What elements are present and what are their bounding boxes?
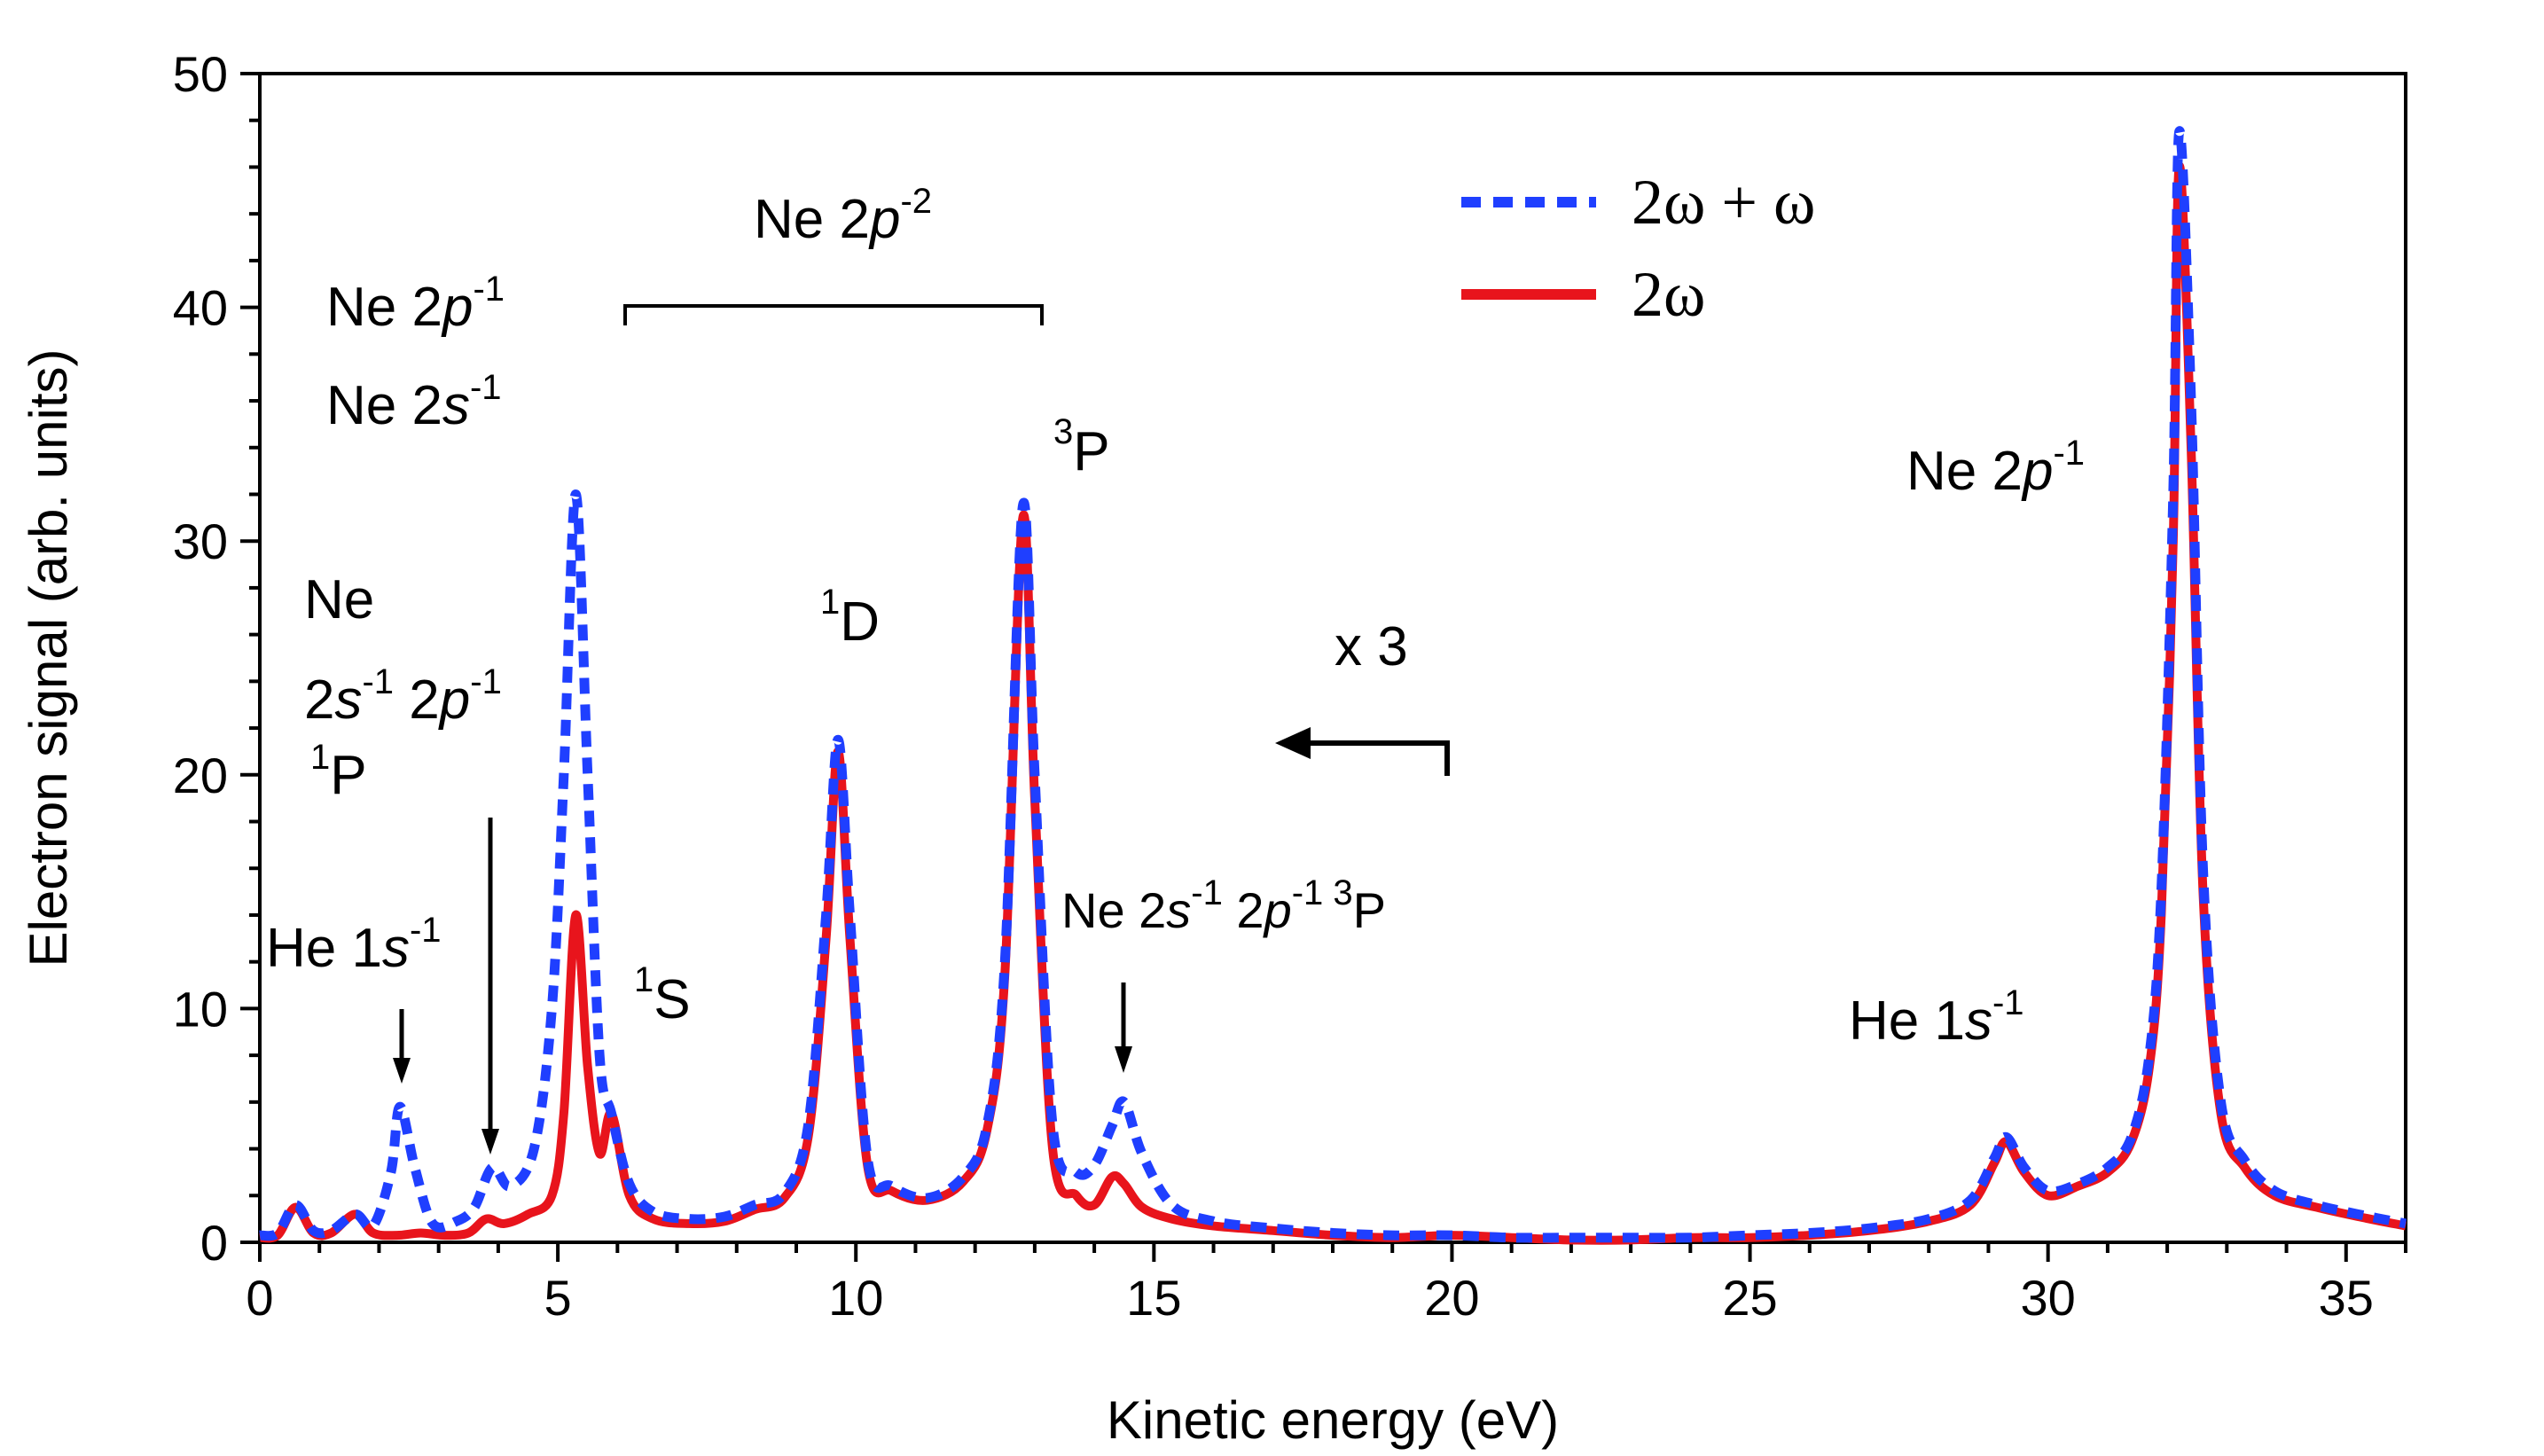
label-3P: 3P <box>1053 412 1110 482</box>
x-tick-label: 35 <box>2319 1270 2374 1326</box>
y-axis-title: Electron signal (arb. units) <box>19 349 78 967</box>
label-ne-2p-1-left: Ne 2p-1 <box>326 270 505 338</box>
x-tick-label: 15 <box>1126 1270 1181 1326</box>
series-line-2w-plus-w <box>259 126 2407 1243</box>
x-tick-label: 25 <box>1722 1270 1777 1326</box>
y-tick-label: 0 <box>200 1215 228 1271</box>
label-ne-2s-1: Ne 2s-1 <box>326 368 502 436</box>
y-tick-label: 10 <box>173 981 228 1037</box>
label-ne-2p-2: Ne 2p-2 <box>754 182 932 250</box>
label-scale-factor: x 3 <box>1335 616 1408 677</box>
ticks-layer: 0 5 10 15 20 25 30 35 0 10 20 30 40 50 <box>173 46 2407 1326</box>
x-tick-label: 10 <box>828 1270 883 1326</box>
label-1D: 1D <box>820 583 880 653</box>
label-ne-satellite-line3: 1P <box>310 738 367 806</box>
x-tick-label: 5 <box>544 1270 572 1326</box>
legend-label-2w-plus-w: 2ω + ω <box>1632 167 1815 238</box>
y-tick-label: 30 <box>173 513 228 569</box>
series-line-2w <box>259 161 2407 1245</box>
x-tick-label: 30 <box>2021 1270 2076 1326</box>
legend-label-2w: 2ω <box>1632 259 1705 330</box>
y-tick-label: 50 <box>173 46 228 102</box>
x-axis-title: Kinetic energy (eV) <box>1107 1390 1559 1450</box>
y-tick-label: 20 <box>173 748 228 803</box>
label-he-1s-right: He 1s-1 <box>1849 983 2024 1052</box>
label-ne-2p-1-right: Ne 2p-1 <box>1906 434 2085 502</box>
label-he-1s-left: He 1s-1 <box>266 911 442 979</box>
label-ne-satellite-line1: Ne <box>304 569 374 630</box>
ne-2p-2-bracket <box>623 304 1044 325</box>
scale-arrow <box>1303 740 1450 776</box>
scale-arrowhead <box>1275 727 1311 759</box>
pointer-arrows <box>393 818 1132 1155</box>
series-layer <box>259 126 2407 1245</box>
x-tick-label: 0 <box>246 1270 273 1326</box>
x-tick-label: 20 <box>1424 1270 1479 1326</box>
y-tick-label: 40 <box>173 280 228 336</box>
label-1S: 1S <box>634 960 691 1030</box>
label-ne-satellite-3P: Ne 2s-1 2p-1 3P <box>1061 873 1386 938</box>
label-ne-satellite-line2: 2s-1 2p-1 <box>304 662 502 731</box>
legend: 2ω + ω 2ω <box>1461 167 1815 330</box>
